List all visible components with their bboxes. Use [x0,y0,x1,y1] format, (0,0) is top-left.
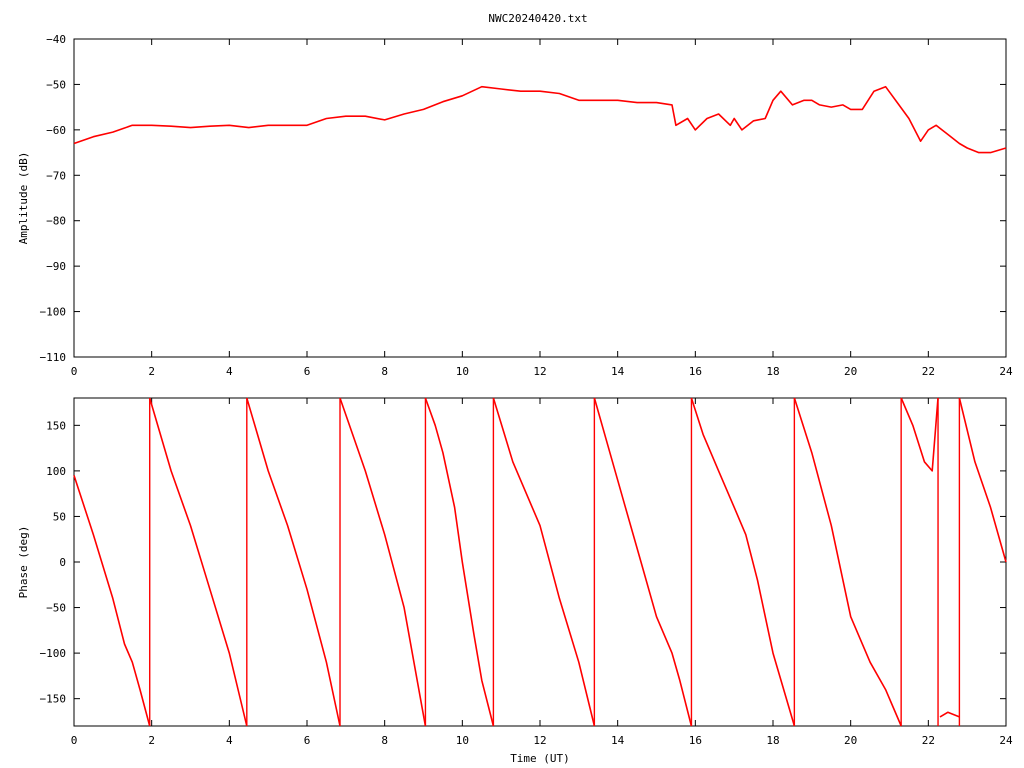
amplitude-ytick-label: −40 [46,33,66,46]
phase-line-segment [900,397,939,472]
phase-xtick-label: 8 [381,734,388,747]
amplitude-xtick-label: 14 [611,365,625,378]
phase-xtick-label: 6 [304,734,311,747]
phase-xtick-label: 0 [71,734,78,747]
phase-xtick-label: 10 [456,734,469,747]
amplitude-line-segment [73,85,1007,154]
phase-line-segment [958,397,1007,563]
phase-xlabel: Time (UT) [510,752,570,765]
amplitude-series [73,85,1007,154]
amplitude-xtick-label: 4 [226,365,233,378]
amplitude-axis-ticks: 0 2 4 6 8 10 12 14 16 18 20 22 24−110−100−90−80−70−6… [40,33,1013,378]
amplitude-xtick-label: 22 [922,365,935,378]
phase-xtick-label: 20 [844,734,857,747]
phase-line-segment [424,397,495,727]
amplitude-xtick-label: 0 [71,365,78,378]
phase-line-segment [793,397,902,727]
phase-xtick-label: 24 [999,734,1013,747]
amplitude-ytick-label: −90 [46,260,66,273]
phase-series [73,397,1007,727]
amplitude-ytick-label: −110 [40,351,67,364]
amplitude-ytick-label: −60 [46,124,66,137]
phase-xtick-label: 14 [611,734,625,747]
phase-xtick-label: 22 [922,734,935,747]
amplitude-ytick-label: −70 [46,169,66,182]
amplitude-xtick-label: 10 [456,365,469,378]
amplitude-ytick-label: −100 [40,306,67,319]
amplitude-ytick-label: −50 [46,78,66,91]
amplitude-xtick-label: 24 [999,365,1013,378]
amplitude-xtick-label: 2 [148,365,155,378]
phase-line-segment [73,475,151,727]
phase-ytick-label: −50 [46,602,66,615]
phase-xtick-label: 4 [226,734,233,747]
phase-line-segment [593,397,693,727]
phase-ylabel: Phase (deg) [17,526,30,599]
phase-line-segment [339,397,427,727]
phase-xtick-label: 18 [766,734,779,747]
phase-line-segment [148,397,248,727]
phase-line-segment [939,711,960,718]
phase-ytick-label: 50 [53,510,66,523]
amplitude-xtick-label: 20 [844,365,857,378]
amplitude-ylabel: Amplitude (dB) [17,152,30,245]
phase-line-segment [492,397,596,727]
phase-ytick-label: 0 [59,556,66,569]
amplitude-xtick-label: 12 [533,365,546,378]
phase-ytick-label: −150 [40,693,67,706]
amplitude-xtick-label: 16 [689,365,702,378]
amplitude-plot-frame [73,38,1007,358]
amplitude-xtick-label: 8 [381,365,388,378]
amplitude-xtick-label: 18 [766,365,779,378]
phase-line-segment [246,397,341,727]
chart-title: NWC20240420.txt [488,12,587,25]
amplitude-xtick-label: 6 [304,365,311,378]
phase-xtick-label: 2 [148,734,155,747]
phase-xtick-label: 12 [533,734,546,747]
phase-ytick-label: 150 [46,419,66,432]
phase-line-segment [690,397,796,727]
phase-xtick-label: 16 [689,734,702,747]
phase-ytick-label: 100 [46,465,66,478]
phase-axis-ticks: 0 2 4 6 8 10 12 14 16 18 20 22 24−150−100−5005010015… [40,398,1013,747]
phase-plot-frame [73,397,1007,727]
phase-ytick-label: −100 [40,647,67,660]
amplitude-ytick-label: −80 [46,215,66,228]
